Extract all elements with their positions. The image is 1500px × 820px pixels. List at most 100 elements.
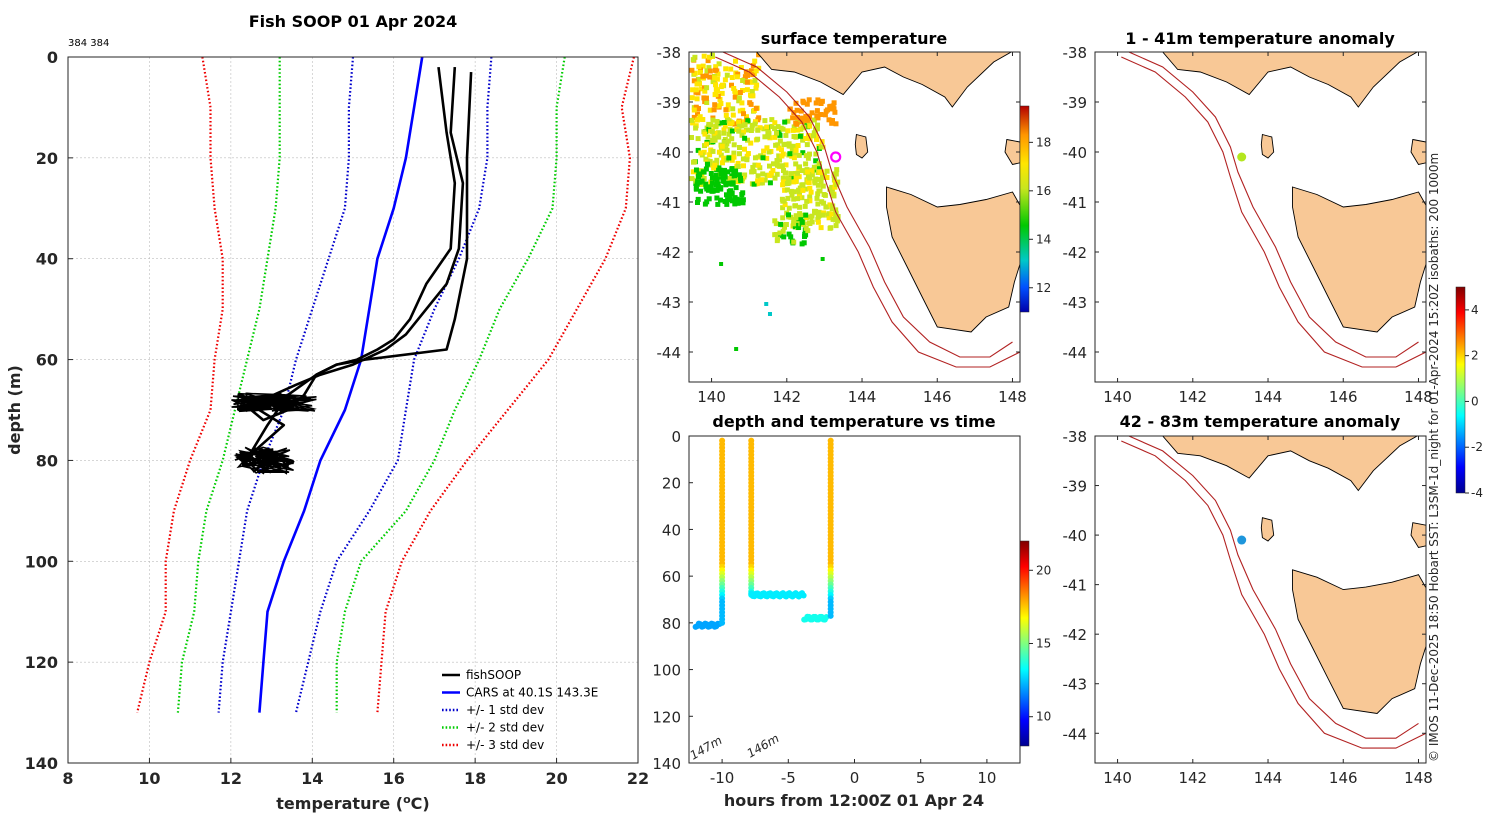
sst-pixel (827, 202, 833, 208)
tick-label-lat: -42 (1063, 244, 1088, 262)
sst-pixel (726, 131, 732, 137)
sst-pixel (833, 121, 839, 127)
sst-pixel (780, 215, 786, 221)
sst-pixel (755, 178, 761, 184)
tick-label-lon: 142 (1178, 388, 1207, 406)
sst-pixel (774, 158, 780, 163)
sst-pixel (833, 171, 839, 177)
tick-label-lon: 148 (1404, 388, 1433, 406)
sst-pixel (764, 145, 770, 151)
sst-pixel (744, 127, 749, 133)
sst-pixel (779, 163, 785, 169)
sst-pixel (779, 147, 784, 153)
tick-label-lat: -38 (657, 44, 682, 62)
sst-pixel (814, 108, 820, 114)
sst-pixel (753, 155, 758, 161)
sst-pixel (718, 152, 724, 158)
sst-pixel (713, 173, 719, 178)
sst-pixel (733, 90, 739, 96)
sst-pixel (815, 214, 821, 220)
sst-pixel (773, 142, 779, 148)
profile-series (136, 57, 635, 713)
sst-pixel (719, 262, 724, 266)
sst-pixel (797, 191, 802, 197)
tick-label-lon: 140 (1103, 769, 1132, 787)
sst-pixel (717, 167, 723, 173)
sst-pixel (823, 204, 829, 210)
sst-pixel (795, 216, 801, 222)
sst-pixel (834, 182, 840, 188)
tick-label-lat: -39 (1063, 94, 1088, 112)
profile-grid (67, 56, 639, 764)
sst-pixel (758, 180, 764, 186)
anomaly-colorbar-ticks: -4 -2 0 2 4 (1465, 303, 1483, 500)
sst-pixel (716, 61, 722, 67)
sst-pixel (761, 148, 767, 154)
anomaly-colorbar (1455, 286, 1466, 494)
sst-pixel (790, 146, 796, 152)
tick-label-lon: 144 (1254, 388, 1283, 406)
sst-pixel (703, 181, 709, 187)
sst-pixel (714, 76, 720, 82)
sst-pixel (804, 198, 810, 204)
sst-pixel (782, 202, 788, 208)
sst-pixel (811, 130, 817, 136)
sst-pixel (704, 141, 709, 147)
sst-pixel (699, 86, 705, 92)
sst-pixel (815, 97, 821, 103)
sst-pixel (776, 163, 782, 169)
sst-pixel (749, 169, 755, 175)
sst-pixel (790, 143, 796, 149)
sst-pixel (724, 72, 730, 78)
sst-pixel (725, 169, 731, 175)
land-tasmania (1292, 186, 1426, 333)
sst-pixel (706, 128, 712, 134)
sst-pixel (791, 124, 797, 130)
series-fishsoop-cast-3 (241, 66, 457, 467)
sst-pixel (792, 203, 798, 209)
sst-pixel (737, 108, 743, 114)
sst-pixel (813, 209, 819, 214)
isobath-line (1121, 440, 1426, 749)
tick-label-lat: -44 (1063, 344, 1088, 362)
sst-pixel (704, 100, 710, 105)
fishsoop-cluster (231, 392, 317, 413)
sst-colorbar-ticks: 12 14 16 18 (1029, 135, 1051, 295)
sst-pixel (826, 117, 832, 123)
sst-pixel (820, 183, 826, 189)
sst-pixel (824, 175, 830, 180)
sst-pixel (729, 154, 735, 160)
sst-pixel (814, 113, 820, 119)
isobath-line (715, 56, 1020, 368)
sst-pixel (749, 89, 755, 94)
cast-location-marker (830, 151, 842, 163)
sst-pixel (697, 172, 703, 178)
sst-pixel (732, 195, 738, 201)
sst-pixel (741, 111, 746, 117)
sst-pixel (728, 191, 734, 197)
tick-label-x: 16 (383, 769, 405, 788)
sst-pixel (691, 159, 696, 165)
sst-pixel (767, 180, 773, 186)
series-std1-high (294, 57, 493, 713)
sst-pixel (708, 184, 714, 190)
sst-pixel (812, 180, 818, 186)
sst-pixel (692, 70, 698, 76)
sst-pixel (793, 100, 799, 106)
sst-pixel (702, 131, 708, 137)
sst-pixel (772, 134, 778, 140)
tick-label-lat: -41 (657, 194, 682, 212)
land-king-island (1260, 133, 1275, 159)
sst-pixel (799, 182, 805, 188)
sst-pixel (785, 128, 791, 134)
sst-pixel (722, 123, 728, 129)
tick-label-lat: -43 (1063, 294, 1088, 312)
sst-pixel (748, 140, 754, 146)
sst-pixel (821, 192, 827, 197)
sst-pixel (809, 168, 815, 174)
sst-pixel (769, 124, 775, 129)
sst-pixel (753, 85, 759, 91)
sst-pixel (718, 197, 723, 203)
tick-label-lat: -42 (1063, 626, 1088, 644)
tick-label-y: 80 (662, 615, 681, 633)
